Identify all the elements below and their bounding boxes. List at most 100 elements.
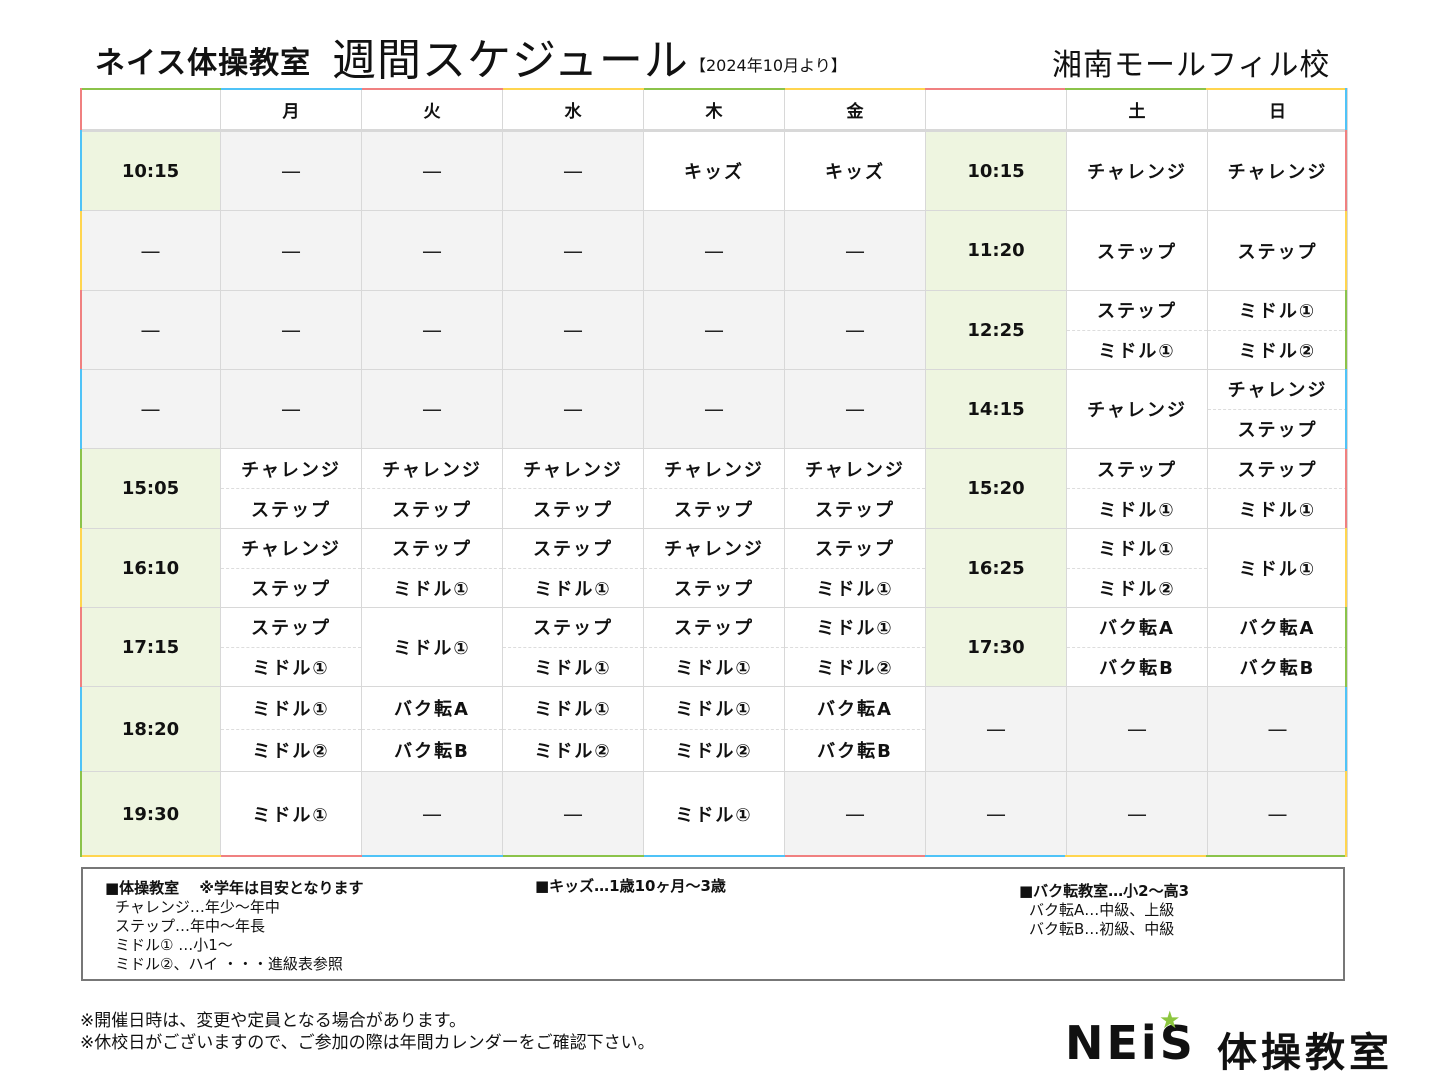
class-slot: ステップ ミドル① (502, 528, 644, 608)
empty-slot: — (502, 210, 644, 291)
legend-kids-head: ■キッズ…1歳10ヶ月～3歳 (535, 877, 726, 895)
class-stack: ステップ ミドル① (1067, 450, 1207, 528)
empty-slot: — (1207, 771, 1348, 857)
class-name: キッズ (684, 162, 744, 183)
class-name: バク転B (362, 728, 502, 771)
frame-strip-top (1206, 88, 1347, 90)
class-slot: バク転A バク転B (361, 686, 503, 772)
class-stack: ステップ ミドル① (503, 530, 643, 607)
empty-slot: — (643, 290, 785, 370)
frame-strip-right (1345, 771, 1347, 857)
no-class-dash: — (140, 397, 161, 421)
class-stack: ミドル① ミドル② (503, 688, 643, 771)
class-name: チャレンジ (241, 539, 341, 561)
legend-backflip-head: ■バク転教室…小2～高3 (1019, 882, 1190, 900)
class-stack: ステップ ミドル① (1208, 450, 1347, 528)
no-class-dash: — (704, 397, 724, 421)
class-slot: チャレンジ ステップ (643, 528, 785, 608)
class-slot: ステップミドル① (220, 607, 362, 687)
class-name: ミドル① (675, 805, 753, 826)
empty-slot: — (784, 210, 926, 291)
empty-time: — (925, 686, 1067, 772)
class-slot: ミドル① ミドル② (1066, 528, 1208, 608)
class-stack: ミドル① ミドル② (644, 688, 784, 771)
class-stack: ミドル① ミドル② (1208, 292, 1347, 369)
class-stack: ステップ ミドル① (362, 530, 502, 607)
day-header: 木 (643, 88, 785, 132)
class-name: ミドル② (503, 728, 643, 771)
time-label: 18:20 (121, 718, 180, 740)
class-slot: ミドル① ミドル② (643, 686, 785, 772)
legend-item: バク転A…中級、上級 (1029, 901, 1175, 919)
legend-gym-head: ■体操教室 ※学年は目安となります (105, 879, 364, 897)
class-stack: チャレンジ ステップ (362, 450, 502, 528)
time-label: 10:15 (121, 160, 180, 182)
frame-strip-left (80, 369, 82, 449)
class-stack: チャレンジ ステップ (503, 450, 643, 528)
class-name: ミドル② (785, 646, 925, 686)
schedule-row: 18:20 ミドル① ミドル② バク転A バク転B ミドル① ミドル② ミドル① ミドル② バク転… (80, 686, 1348, 772)
empty-slot: — (1066, 771, 1208, 857)
empty-slot: — (643, 210, 785, 291)
class-slot: ミドル① (643, 771, 785, 857)
no-class-dash: — (281, 397, 301, 421)
class-stack: ステップ ミドル① (503, 609, 643, 686)
empty-slot: — (784, 290, 926, 370)
time-header (925, 88, 1067, 132)
class-slot: ステップ ミドル① (1066, 448, 1208, 529)
class-stack: バク転A バク転B (785, 688, 925, 771)
class-name: ステップ (674, 618, 754, 640)
empty-slot: — (1207, 686, 1348, 772)
class-name: バク転A (1239, 618, 1316, 640)
time-slot: 17:15 (80, 607, 221, 687)
frame-strip-top (1065, 88, 1206, 90)
class-name: チャレンジ (664, 539, 764, 561)
class-slot: ミドル① ミドル② (1207, 290, 1348, 370)
empty-slot: — (220, 369, 362, 449)
time-label: 15:05 (121, 478, 180, 499)
empty-slot: — (361, 369, 503, 449)
class-name: ステップ (221, 567, 361, 607)
schedule-row: 19:30 ミドル① — — ミドル① — — — — (80, 771, 1348, 857)
class-name: ステップ (251, 618, 331, 640)
class-slot: ステップ ミドル① (1066, 290, 1208, 370)
class-name: ミドル① (221, 646, 361, 686)
schedule-row: — — — — — —12:25 ステップ ミドル① ミドル① ミドル② (80, 290, 1348, 370)
frame-strip-right (1345, 687, 1347, 771)
time-label: 16:25 (967, 557, 1025, 579)
no-class-dash: — (563, 318, 583, 342)
class-slot: ミドル① ミドル② (220, 686, 362, 772)
class-name: チャレンジ (1087, 400, 1187, 421)
no-class-dash: — (422, 318, 442, 342)
class-name: バク転B (785, 728, 925, 771)
class-stack: ミドル① ミドル② (785, 609, 925, 686)
class-stack: ステップ ミドル① (1067, 292, 1207, 369)
frame-strip-right (1345, 369, 1347, 449)
logo-wordmark: NEiS (1065, 1016, 1196, 1070)
class-name: ミドル① (785, 567, 925, 607)
class-name: ステップ (1237, 459, 1318, 481)
class-stack: チャレンジ ステップ (221, 450, 361, 528)
frame-strip-left (80, 449, 82, 528)
class-slot: バク転A バク転B (784, 686, 926, 772)
frame-strip-left (80, 290, 82, 369)
class-stack: チャレンジ ステップ (785, 450, 925, 528)
class-name: ステップ (533, 618, 613, 640)
class-stack: チャレンジ ステップ (221, 530, 361, 607)
day-header: 水 (502, 88, 644, 132)
class-name: ステップ (1237, 241, 1318, 263)
frame-strip-top (785, 88, 925, 90)
class-slot: チャレンジ (1066, 130, 1208, 211)
class-name: ミドル① (503, 567, 643, 607)
class-name: ステップ (1208, 408, 1347, 448)
no-class-dash: — (563, 159, 583, 183)
class-name: チャレンジ (664, 459, 764, 481)
frame-strip-left (80, 771, 82, 857)
class-name: ミドル① (816, 618, 894, 640)
class-slot: キッズ (643, 130, 785, 211)
class-stack: バク転A バク転B (362, 688, 502, 771)
class-name: ミドル① (675, 698, 753, 720)
empty-slot: — (1066, 686, 1208, 772)
time-slot: 14:15 (925, 369, 1067, 449)
time-slot: 19:30 (80, 771, 221, 857)
